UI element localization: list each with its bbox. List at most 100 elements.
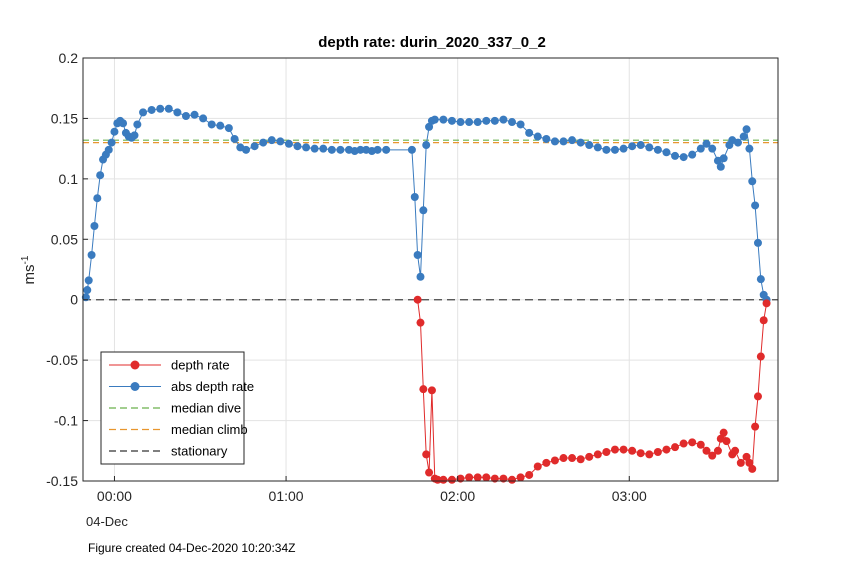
depth-rate-point	[619, 445, 628, 454]
abs-depth-rate-point	[382, 145, 391, 154]
depth-rate-point	[696, 440, 705, 449]
abs-depth-rate-point	[559, 137, 568, 146]
abs-depth-rate-point	[742, 125, 751, 134]
depth-rate-point	[628, 446, 637, 455]
depth-rate-point	[645, 450, 654, 459]
depth-rate-point	[482, 473, 491, 482]
depth-rate-point	[525, 470, 534, 479]
depth-rate-point	[568, 454, 577, 463]
abs-depth-rate-point	[473, 118, 482, 127]
legend-abs-depth-rate-label: abs depth rate	[171, 379, 254, 394]
depth-rate-point	[671, 443, 680, 452]
abs-depth-rate-point	[87, 250, 96, 259]
y-axis-label: ms-1	[20, 255, 38, 284]
abs-depth-rate-point	[104, 145, 113, 154]
depth-rate-point	[585, 452, 594, 461]
abs-depth-rate-point	[439, 115, 448, 124]
depth-rate-point	[427, 386, 436, 395]
y-axis-label-text: ms	[21, 264, 38, 284]
abs-depth-rate-point	[199, 114, 208, 123]
depth-rate-point	[708, 451, 717, 460]
depth-rate-point	[722, 437, 731, 446]
abs-depth-rate-point	[224, 124, 233, 133]
abs-depth-rate-point	[490, 116, 499, 125]
abs-depth-rate-point	[708, 144, 717, 153]
depth-rate-point	[653, 447, 662, 456]
abs-depth-rate-point	[276, 137, 285, 146]
depth-rate-point	[719, 428, 728, 437]
abs-depth-rate-point	[568, 136, 577, 145]
abs-depth-rate-point	[645, 143, 654, 152]
y-tick-label: 0.05	[51, 231, 78, 247]
abs-depth-rate-point	[739, 132, 748, 141]
depth-rate-point	[413, 295, 422, 304]
abs-depth-rate-point	[748, 177, 757, 186]
abs-depth-rate-point	[373, 145, 382, 154]
y-axis-ticks: 0.2 0.15 0.1 0.05 0 -0.05 -0.1 -0.15	[46, 50, 88, 489]
abs-depth-rate-point	[533, 132, 542, 141]
y-tick-label: -0.15	[46, 473, 78, 489]
depth-rate-point	[419, 385, 428, 394]
legend-median-climb-label: median climb	[171, 422, 248, 437]
depth-rate-point	[762, 299, 771, 308]
depth-rate-point	[753, 392, 762, 401]
abs-depth-rate-point	[756, 275, 765, 284]
depth-rate-point	[447, 475, 456, 484]
abs-depth-rate-point	[508, 118, 517, 127]
abs-depth-rate-point	[576, 138, 585, 147]
y-tick-label: 0.1	[59, 171, 79, 187]
abs-depth-rate-point	[753, 238, 762, 247]
series-group	[81, 104, 771, 484]
x-tick-label: 03:00	[612, 488, 647, 504]
abs-depth-rate-point	[107, 138, 116, 147]
abs-depth-rate-point	[410, 192, 419, 201]
depth-rate-point	[425, 468, 434, 477]
abs-depth-rate-point	[702, 139, 711, 148]
abs-depth-rate-point	[525, 128, 534, 137]
abs-depth-rate-point	[139, 108, 148, 117]
abs-depth-rate-point	[610, 145, 619, 154]
abs-depth-rate-point	[130, 131, 139, 140]
abs-depth-rate-point	[456, 118, 465, 127]
depth-rate-point	[559, 454, 568, 463]
depth-rate-point	[602, 447, 611, 456]
depth-rate-point	[439, 475, 448, 484]
legend: depth rate abs depth rate median dive media…	[100, 351, 254, 465]
depth-rate-point	[576, 455, 585, 464]
abs-depth-rate-point	[242, 145, 251, 154]
y-tick-label: 0	[70, 292, 78, 308]
abs-depth-rate-point	[425, 122, 434, 131]
abs-depth-rate-point	[593, 143, 602, 152]
depth-rate-point	[736, 458, 745, 467]
abs-depth-rate-point	[716, 162, 725, 171]
abs-depth-rate-point	[110, 127, 119, 136]
abs-depth-rate-point	[696, 144, 705, 153]
depth-rate-point	[416, 318, 425, 327]
x-tick-label: 02:00	[440, 488, 475, 504]
depth-rate-point	[662, 445, 671, 454]
depth-rate-point	[751, 422, 760, 431]
depth-rate-point	[742, 452, 751, 461]
abs-depth-rate-point	[173, 108, 182, 117]
depth-rate-point	[550, 456, 559, 465]
legend-depth-rate-marker	[130, 360, 140, 370]
depth-rate-point	[748, 464, 757, 473]
abs-depth-rate-point	[190, 110, 199, 119]
depth-rate-point	[756, 352, 765, 361]
abs-depth-rate-point	[302, 143, 311, 152]
abs-depth-rate-point	[207, 120, 216, 129]
abs-depth-rate-point	[356, 145, 365, 154]
x-axis-ticks: 00:00 01:00 02:00 03:00	[97, 476, 647, 504]
abs-depth-rate-point	[430, 115, 439, 124]
abs-depth-rate-point	[336, 145, 345, 154]
abs-depth-rate-point	[516, 120, 525, 129]
abs-depth-rate-point	[259, 138, 268, 147]
legend-stationary-label: stationary	[171, 444, 228, 459]
depth-rate-point	[508, 475, 517, 484]
x-tick-label: 00:00	[97, 488, 132, 504]
abs-depth-rate-point	[550, 137, 559, 146]
legend-depth-rate-label: depth rate	[171, 358, 230, 373]
abs-depth-rate-point	[181, 112, 190, 121]
abs-depth-rate-point	[310, 144, 319, 153]
abs-depth-rate-point	[156, 104, 165, 113]
